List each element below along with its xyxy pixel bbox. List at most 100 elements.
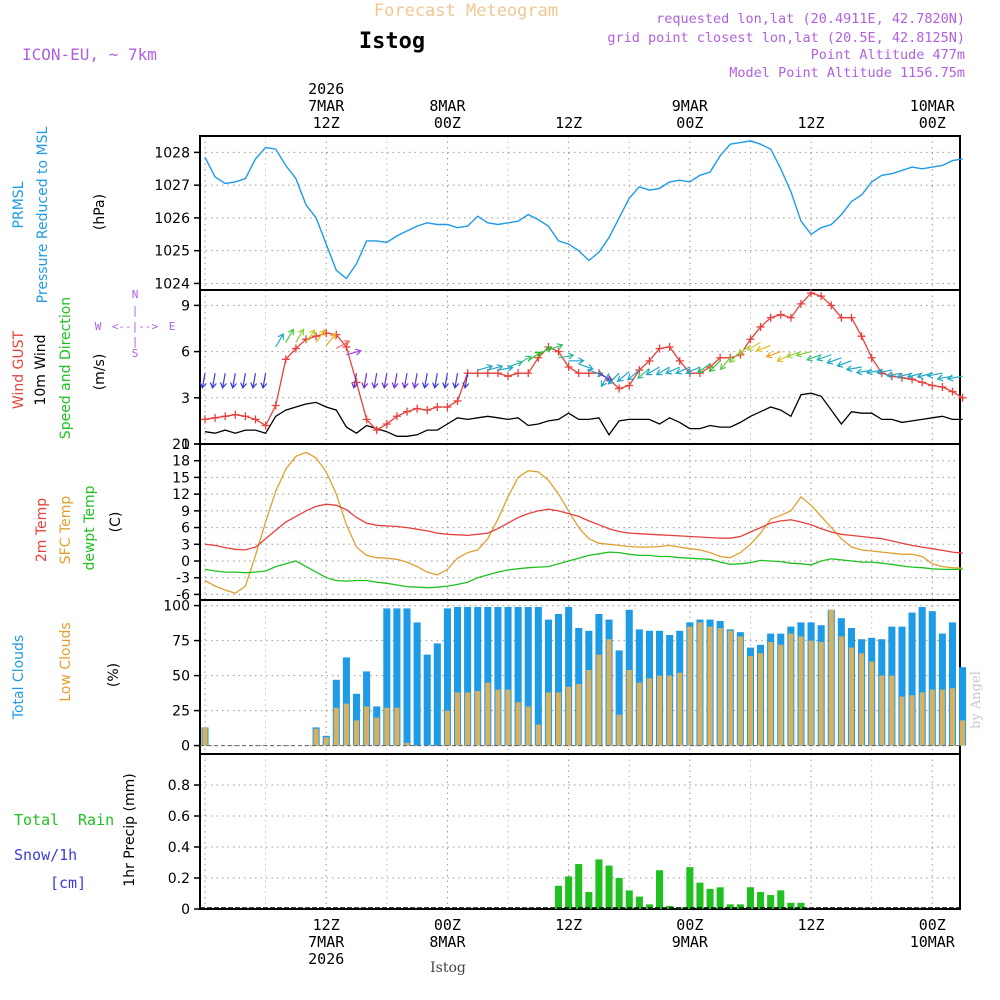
total-cloud-bar — [948, 622, 957, 746]
wind-arrow — [675, 366, 691, 375]
total-cloud-bar — [544, 619, 552, 746]
watermark: by Angel — [969, 671, 984, 729]
low-cloud-bar — [960, 720, 966, 746]
wind-arrow — [507, 360, 524, 368]
total-cloud-bar — [453, 607, 462, 746]
low-cloud-bar — [606, 639, 612, 746]
top-axis-label: 12Z — [798, 114, 825, 132]
wind-arrow — [886, 371, 903, 379]
wind-arrow — [421, 373, 429, 390]
wind-arrow — [411, 373, 419, 390]
gust-point — [261, 421, 270, 430]
total-cloud-bar — [383, 608, 391, 746]
y-tick-label: 3 — [181, 537, 190, 553]
gust-point — [857, 332, 866, 341]
compass-n: N — [132, 288, 139, 301]
rain-bar — [797, 902, 805, 909]
gust-point — [221, 412, 230, 421]
low-cloud-bar — [798, 636, 804, 746]
gust-point — [908, 375, 917, 384]
low-cloud-bar — [202, 727, 208, 746]
wind-arrow — [442, 373, 450, 390]
total-cloud-bar — [494, 607, 502, 746]
total-cloud-bar — [514, 607, 522, 746]
top-axis-label: 12Z — [313, 114, 340, 132]
wind-panel: 0 3 6 9 — [181, 289, 967, 453]
y-tick-label: 100 — [163, 599, 190, 615]
low-cloud-bar — [949, 688, 956, 746]
total-cloud-bar — [443, 608, 451, 746]
wind-arrow — [836, 360, 852, 368]
total-cloud-bar — [534, 607, 542, 746]
dew-label: dewpt Temp — [82, 485, 98, 570]
rain-bar — [746, 887, 754, 909]
total-cloud-bar — [504, 607, 512, 746]
y-tick-label: 50 — [172, 669, 190, 685]
precip-unit-label: 1hr Precip (mm) — [122, 773, 138, 886]
rain-bar — [736, 904, 744, 909]
low-cloud-bar — [404, 742, 410, 746]
top-axis-label: 2026 — [308, 80, 344, 98]
wind-arrow — [816, 354, 832, 362]
wind-arrow — [600, 372, 610, 388]
clouds-unit-label: (%) — [106, 663, 122, 687]
gust-point — [251, 415, 260, 424]
low-cloud-bar — [586, 670, 592, 746]
gust-point — [746, 335, 755, 344]
low-cloud-bar — [313, 728, 319, 746]
y-tick-label: 75 — [172, 634, 190, 650]
low-cloud-bar — [495, 689, 501, 746]
total-cloud-bar — [565, 607, 573, 746]
low-cloud-bar — [566, 686, 572, 746]
low-cloud-bar — [636, 682, 642, 746]
y-tick-label: 0.4 — [168, 840, 190, 856]
wind-arrow — [665, 366, 680, 375]
y-tick-label: 1026 — [154, 211, 190, 227]
bottom-axis-label: 00Z — [434, 916, 461, 934]
gust-point — [615, 384, 624, 393]
rain-bar — [706, 888, 714, 909]
y-tick-label: -3 — [176, 571, 190, 587]
wind-arrow — [325, 332, 337, 346]
wind-arrow — [548, 343, 564, 351]
y-tick-label: 0.6 — [168, 809, 190, 825]
low-cloud-bar — [697, 622, 703, 746]
dewpoint-line — [204, 551, 963, 589]
rain-bar — [635, 896, 643, 909]
low-cloud-bar — [879, 675, 885, 746]
compass-rose: N S W E <--|--> | | — [95, 288, 176, 360]
total-cloud-bar — [474, 607, 482, 746]
wind-arrow — [275, 332, 284, 348]
gust-point — [625, 381, 634, 390]
gust-point — [403, 407, 412, 416]
gust-point — [291, 344, 300, 353]
low-cloud-bar — [838, 636, 844, 746]
gust-point — [413, 404, 422, 413]
rain-bar — [625, 890, 633, 909]
gust-point — [271, 401, 280, 410]
top-axis-label: 8MAR — [429, 97, 466, 115]
rain-bar — [767, 895, 775, 909]
wind-arrow — [685, 366, 701, 375]
wind-arrow — [845, 365, 862, 373]
gust-point — [807, 289, 816, 298]
wind-arrow — [260, 373, 268, 390]
low-cloud-bar — [778, 644, 784, 746]
bottom-axis-label: 10MAR — [910, 933, 956, 951]
total-clouds-label: Total Clouds — [11, 635, 27, 720]
rain-bar — [605, 865, 613, 909]
wind-arrow — [645, 366, 660, 376]
gust-point — [504, 372, 513, 381]
wind-arrow — [737, 344, 751, 355]
pressure-line — [204, 140, 963, 280]
gust-point — [312, 332, 321, 341]
low-cloud-bar — [626, 670, 632, 746]
total-cloud-bar — [393, 608, 401, 746]
low-cloud-bar — [657, 675, 663, 746]
wind-arrow — [637, 368, 650, 379]
rain-bar — [645, 904, 653, 909]
low-cloud-bar — [929, 689, 935, 746]
low-cloud-bar — [717, 628, 723, 746]
